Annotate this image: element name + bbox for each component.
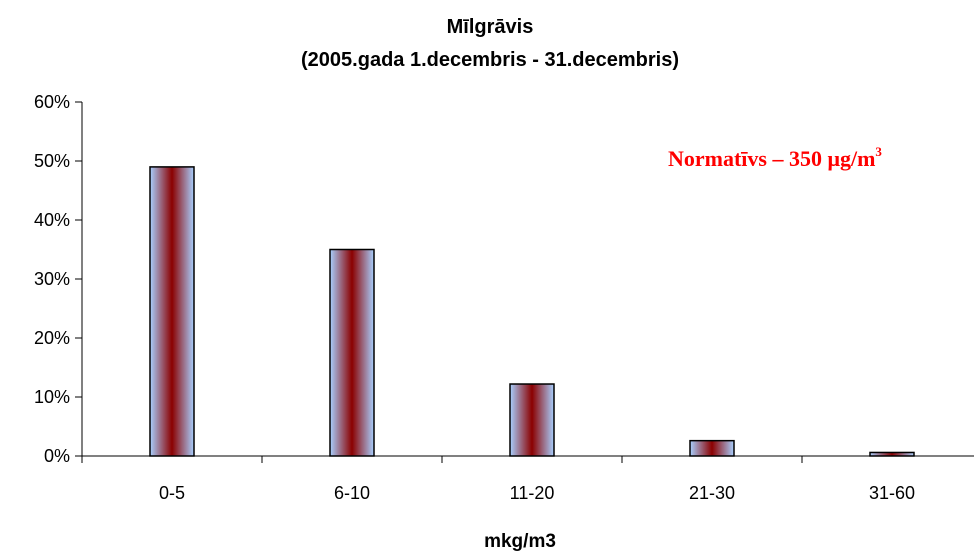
y-tick-label: 0%: [44, 446, 70, 466]
bar-11-20: [509, 383, 555, 457]
bar-31-60: [869, 451, 915, 457]
normative-annotation: Normatīvs – 350 μg/m3: [668, 144, 882, 171]
bar-6-10: [329, 248, 375, 457]
y-tick-label: 50%: [34, 151, 70, 171]
normative-sup: 3: [875, 144, 882, 159]
y-tick-label: 40%: [34, 210, 70, 230]
bar-0-5: [149, 166, 195, 457]
chart-title: Mīlgrāvis: [447, 16, 534, 38]
bar-21-30: [689, 439, 735, 457]
chart-subtitle: (2005.gada 1.decembris - 31.decembris): [301, 49, 679, 71]
x-tick-label: 21-30: [689, 483, 735, 503]
y-tick-label: 10%: [34, 387, 70, 407]
x-tick-label: 11-20: [510, 483, 555, 503]
x-ticks: 0-5 6-10 11-20 21-30 31-60: [81, 456, 915, 503]
x-axis-label: mkg/m3: [484, 531, 556, 552]
y-tick-label: 20%: [34, 328, 70, 348]
normative-mu: μ: [827, 146, 840, 171]
normative-prefix: Normatīvs – 350: [668, 146, 827, 171]
x-tick-label: 31-60: [869, 483, 915, 503]
normative-unit: g/m: [840, 146, 875, 171]
y-ticks: 0% 10% 20% 30% 40% 50% 60%: [34, 92, 82, 466]
bars: [149, 166, 915, 457]
y-tick-label: 60%: [34, 92, 70, 112]
y-tick-label: 30%: [34, 269, 70, 289]
x-tick-label: 0-5: [159, 483, 185, 503]
x-tick-label: 6-10: [334, 483, 370, 503]
